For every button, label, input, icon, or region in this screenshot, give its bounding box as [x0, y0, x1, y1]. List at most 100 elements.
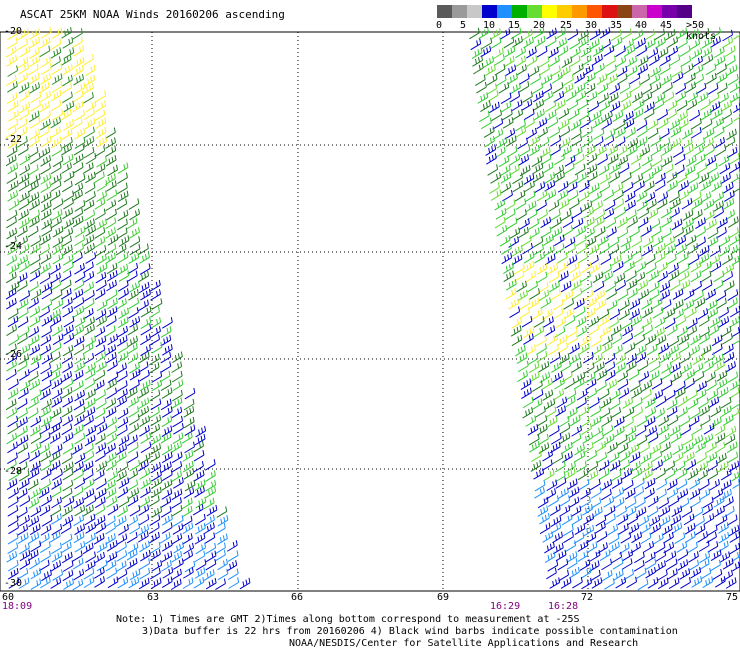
- wind-barb: [72, 36, 83, 49]
- wind-barb: [590, 110, 602, 122]
- wind-barb: [635, 261, 647, 273]
- wind-barb: [621, 28, 632, 40]
- wind-barb: [631, 235, 643, 248]
- wind-barb: [28, 180, 39, 193]
- wind-barb: [579, 271, 591, 283]
- wind-barb: [72, 162, 84, 174]
- wind-barb: [699, 326, 710, 339]
- wind-barb: [29, 36, 41, 49]
- wind-barb: [586, 541, 598, 554]
- wind-barb: [632, 173, 644, 185]
- wind-barb: [538, 442, 550, 454]
- wind-barb: [82, 469, 94, 482]
- wind-barb: [729, 316, 740, 328]
- wind-barb: [598, 468, 610, 480]
- wind-barb: [127, 469, 139, 481]
- wind-barb: [556, 396, 568, 409]
- wind-barb: [85, 362, 96, 374]
- wind-barb: [107, 470, 119, 482]
- wind-barb: [600, 325, 612, 338]
- wind-barb: [512, 108, 524, 121]
- wind-barb: [600, 172, 611, 185]
- wind-barb: [172, 415, 183, 428]
- wind-barb: [691, 576, 703, 588]
- wind-barb: [50, 38, 62, 51]
- wind-barb: [692, 55, 703, 68]
- wind-barb: [129, 227, 140, 239]
- wind-barb: [549, 209, 561, 222]
- wind-barb: [670, 198, 681, 210]
- wind-barb: [572, 576, 583, 589]
- wind-barb: [542, 531, 554, 543]
- wind-barb: [490, 189, 502, 201]
- wind-barb: [654, 180, 666, 192]
- wind-barb: [642, 244, 653, 257]
- wind-barb: [554, 326, 566, 338]
- wind-barb: [63, 315, 75, 328]
- wind-barb: [563, 162, 575, 175]
- wind-barb: [698, 253, 710, 265]
- wind-barb: [639, 73, 650, 86]
- wind-barb: [537, 496, 549, 509]
- wind-barb: [8, 469, 20, 481]
- wind-barb: [499, 164, 511, 177]
- wind-barb: [95, 442, 107, 454]
- wind-barb: [528, 218, 540, 230]
- wind-barb: [161, 560, 172, 572]
- wind-barb: [39, 541, 51, 553]
- wind-barb: [550, 135, 561, 147]
- wind-barb: [544, 180, 556, 192]
- wind-barb: [512, 245, 523, 257]
- wind-barb: [589, 262, 601, 275]
- wind-barb: [724, 209, 736, 221]
- wind-barb: [51, 388, 63, 400]
- wind-barb: [549, 126, 561, 139]
- wind-barb: [94, 326, 106, 338]
- wind-barb: [666, 100, 678, 112]
- wind-barb: [687, 243, 699, 255]
- wind-barb: [480, 100, 491, 113]
- wind-barb: [597, 234, 609, 247]
- wind-barb: [717, 460, 729, 473]
- wind-barb: [72, 100, 84, 113]
- wind-barb: [228, 577, 240, 589]
- wind-barb: [512, 36, 523, 48]
- wind-barb: [636, 199, 648, 212]
- wind-barb: [555, 549, 567, 562]
- wind-barb: [585, 307, 596, 320]
- wind-barb: [17, 298, 29, 310]
- wind-barb: [84, 108, 95, 120]
- wind-barb: [161, 488, 173, 500]
- wind-barb: [105, 397, 117, 410]
- wind-barb: [127, 352, 139, 364]
- wind-barb: [661, 74, 672, 86]
- wind-barb: [548, 271, 560, 283]
- wind-barb: [522, 407, 534, 419]
- wind-barb: [95, 433, 106, 445]
- wind-barb: [558, 353, 570, 365]
- wind-barb: [509, 227, 521, 239]
- wind-barb: [667, 487, 679, 500]
- wind-barb: [622, 549, 634, 562]
- wind-barb: [617, 442, 629, 455]
- wind-barb: [39, 432, 51, 444]
- wind-barb: [51, 27, 63, 39]
- wind-barb: [139, 263, 151, 275]
- wind-barb: [150, 549, 161, 561]
- wind-barb: [94, 198, 106, 210]
- wind-barb: [511, 317, 522, 329]
- wind-barb: [576, 242, 588, 255]
- wind-barb: [657, 117, 669, 130]
- wind-barb: [623, 118, 635, 130]
- wind-barb: [39, 101, 50, 113]
- wind-barb: [117, 416, 129, 429]
- wind-barb: [647, 208, 659, 220]
- wind-barb: [481, 37, 493, 50]
- wind-barb: [611, 333, 623, 345]
- wind-barb: [580, 567, 592, 579]
- wind-barb: [726, 128, 737, 141]
- wind-barb: [647, 432, 659, 444]
- wind-barb: [707, 235, 719, 248]
- wind-barb: [637, 63, 649, 76]
- wind-barb: [604, 199, 616, 212]
